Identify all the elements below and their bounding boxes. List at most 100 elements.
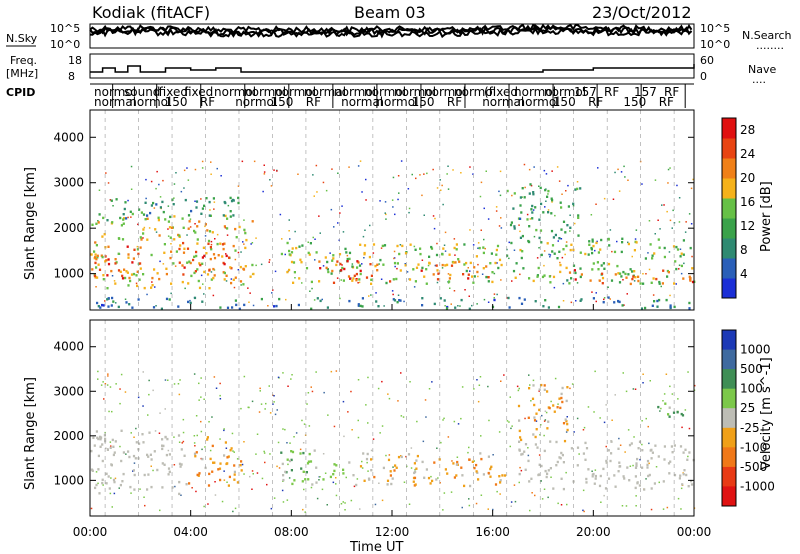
heatmap-cell: [460, 298, 463, 302]
speckle-cell: [392, 466, 394, 468]
speckle-cell: [339, 212, 341, 214]
heatmap-cell: [613, 301, 616, 304]
heatmap-cell: [211, 470, 214, 473]
heatmap-cell: [223, 225, 226, 228]
speckle-cell: [396, 267, 398, 270]
speckle-cell: [532, 379, 535, 382]
heatmap-cell: [560, 392, 563, 396]
speckle-cell: [343, 435, 345, 438]
speckle-cell: [155, 187, 157, 190]
cpid-row1-item: normol: [394, 85, 436, 99]
heatmap-cell: [494, 261, 497, 265]
heatmap-cell: [124, 276, 127, 280]
heatmap-cell: [219, 478, 222, 482]
heatmap-cell: [136, 270, 139, 273]
speckle-cell: [289, 442, 291, 444]
speckle-cell: [578, 453, 580, 455]
heatmap-cell: [610, 279, 614, 282]
speckle-cell: [641, 420, 643, 422]
heatmap-cell: [240, 469, 243, 472]
heatmap-cell: [669, 304, 672, 307]
heatmap-cell: [366, 452, 369, 456]
heatmap-cell: [594, 474, 597, 478]
heatmap-cell: [139, 267, 142, 270]
speckle-cell: [203, 293, 205, 295]
heatmap-cell: [603, 267, 606, 270]
heatmap-cell: [442, 247, 445, 250]
heatmap-cell: [664, 402, 667, 405]
noise-tick-left-bottom: 10^0: [50, 38, 80, 51]
speckle-cell: [258, 411, 261, 413]
heatmap-cell: [533, 419, 537, 422]
speckle-cell: [499, 194, 502, 197]
speckle-cell: [260, 403, 263, 405]
heatmap-cell: [142, 228, 145, 231]
speckle-cell: [159, 412, 161, 414]
heatmap-cell: [351, 265, 354, 268]
heatmap-cell: [498, 475, 501, 478]
velocity-colorbar-swatch: [722, 369, 736, 390]
heatmap-cell: [342, 279, 345, 282]
heatmap-cell: [206, 436, 209, 439]
speckle-cell: [109, 386, 112, 388]
velocity-colorbar-tick: -1000: [740, 479, 775, 493]
heatmap-cell: [318, 260, 321, 263]
speckle-cell: [556, 166, 559, 168]
heatmap-cell: [414, 248, 417, 251]
heatmap-cell: [540, 383, 543, 387]
heatmap-cell: [531, 217, 534, 220]
heatmap-cell: [419, 247, 422, 250]
heatmap-cell: [591, 475, 594, 478]
heatmap-cell: [638, 484, 641, 487]
heatmap-cell: [167, 220, 170, 223]
heatmap-cell: [195, 206, 198, 209]
heatmap-cell: [579, 187, 582, 190]
heatmap-cell: [616, 264, 619, 268]
heatmap-cell: [585, 477, 588, 481]
heatmap-cell: [679, 255, 682, 258]
speckle-cell: [362, 235, 365, 238]
velocity-colorbar-tick: -500: [740, 460, 767, 474]
speckle-cell: [288, 219, 290, 221]
heatmap-cell: [485, 275, 488, 279]
speckle-cell: [565, 190, 567, 192]
speckle-cell: [198, 382, 200, 385]
heatmap-cell: [178, 480, 181, 484]
speckle-cell: [647, 425, 649, 428]
heatmap-cell: [641, 466, 644, 469]
heatmap-cell: [361, 297, 364, 300]
heatmap-cell: [512, 207, 515, 210]
heatmap-cell: [413, 462, 416, 465]
heatmap-cell: [412, 480, 415, 483]
speckle-cell: [655, 466, 658, 468]
speckle-cell: [597, 167, 599, 169]
speckle-cell: [201, 167, 204, 169]
heatmap-cell: [154, 228, 157, 231]
heatmap-cell: [389, 470, 392, 473]
heatmap-cell: [559, 201, 562, 204]
speckle-cell: [603, 297, 606, 299]
nave-label: Nave: [748, 63, 776, 76]
heatmap-cell: [545, 475, 548, 479]
speckle-cell: [223, 429, 225, 432]
heatmap-cell: [678, 477, 681, 480]
heatmap-cell: [119, 483, 122, 487]
heatmap-cell: [365, 457, 369, 461]
heatmap-cell: [596, 261, 599, 264]
heatmap-cell: [227, 484, 230, 487]
speckle-cell: [400, 415, 403, 417]
heatmap-cell: [140, 211, 143, 214]
speckle-cell: [662, 400, 664, 402]
speckle-cell: [441, 267, 444, 269]
heatmap-cell: [168, 226, 172, 229]
heatmap-cell: [687, 485, 690, 488]
speckle-cell: [633, 280, 636, 282]
speckle-cell: [150, 465, 152, 467]
heatmap-cell: [351, 279, 354, 282]
heatmap-cell: [105, 259, 108, 262]
heatmap-cell: [104, 437, 107, 441]
heatmap-cell: [99, 306, 102, 309]
speckle-cell: [167, 228, 169, 230]
y-tick-label: 1000: [53, 473, 84, 487]
speckle-cell: [605, 445, 607, 448]
